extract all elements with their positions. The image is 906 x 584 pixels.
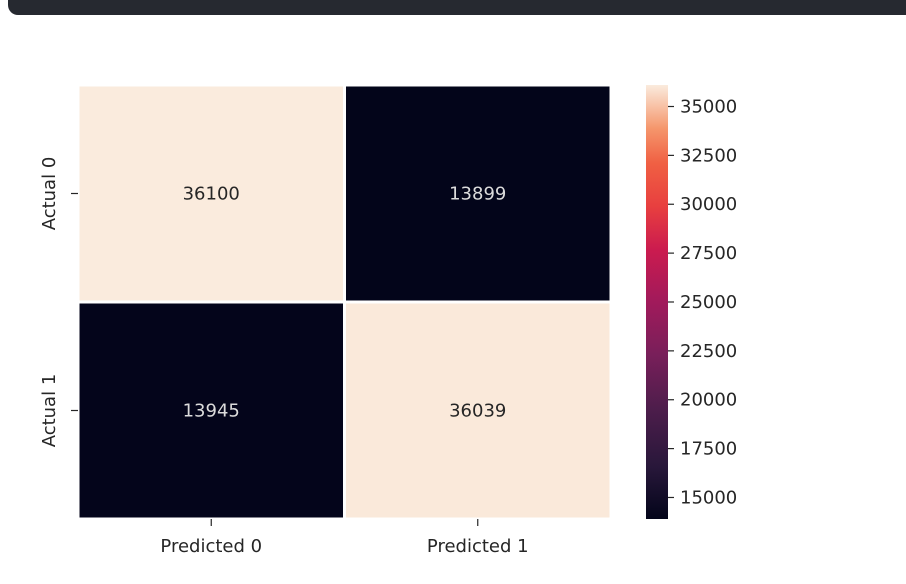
- y-tick-label: Actual 1: [39, 374, 60, 448]
- colorbar-tick-label: 17500: [680, 439, 737, 460]
- cell-value-label: 13945: [183, 401, 240, 422]
- colorbar: [646, 85, 668, 519]
- colorbar-tick-label: 15000: [680, 487, 737, 508]
- colorbar-tick-label: 32500: [680, 145, 737, 166]
- colorbar-tick-label: 30000: [680, 194, 737, 215]
- colorbar-tick-label: 35000: [680, 97, 737, 118]
- colorbar-tick-label: 20000: [680, 390, 737, 411]
- x-tick-label: Predicted 0: [160, 536, 262, 557]
- colorbar-tick-label: 25000: [680, 292, 737, 313]
- cell-value-label: 36039: [449, 401, 506, 422]
- colorbar-tick-label: 22500: [680, 341, 737, 362]
- y-tick-label: Actual 0: [39, 157, 60, 231]
- cell-value-label: 13899: [449, 184, 506, 205]
- cell-value-label: 36100: [183, 184, 240, 205]
- notebook-cell-toolbar: [8, 0, 906, 15]
- heatmap-cell: [343, 300, 613, 521]
- colorbar-tick-label: 27500: [680, 243, 737, 264]
- x-tick-label: Predicted 1: [427, 536, 529, 557]
